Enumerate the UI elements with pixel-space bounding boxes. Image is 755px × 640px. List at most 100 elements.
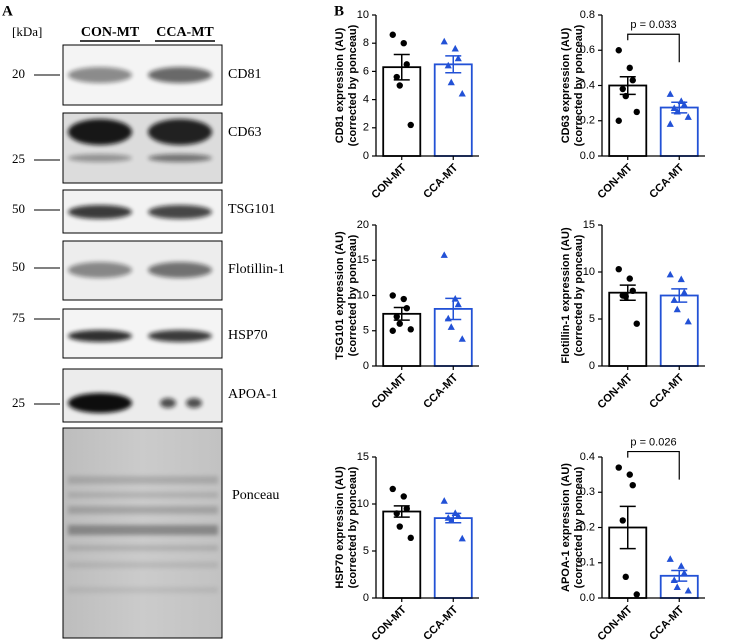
data-point	[454, 300, 462, 308]
panel-label: A	[2, 3, 13, 19]
blot-band	[68, 393, 132, 413]
x-tick-label: CON-MT	[369, 162, 409, 202]
data-point	[619, 85, 626, 93]
significance-bracket	[627, 450, 680, 480]
y-tick-label: 8	[363, 37, 369, 49]
x-tick-label: CCA-MT	[421, 604, 460, 640]
data-point	[680, 288, 688, 296]
data-point	[666, 120, 674, 127]
blot-band	[160, 398, 176, 408]
mw-label: 50	[12, 201, 25, 216]
x-tick-label: CON-MT	[595, 372, 635, 412]
y-tick-label: 15	[357, 254, 369, 266]
data-point	[440, 497, 448, 504]
data-point	[389, 31, 396, 38]
data-point	[615, 464, 622, 471]
y-tick-label: 0.6	[580, 44, 595, 56]
y-tick-label: 0.2	[580, 521, 595, 533]
blot-band	[148, 119, 212, 145]
blot-band	[68, 119, 132, 145]
y-tick-label: 10	[583, 266, 595, 278]
bar	[659, 294, 699, 367]
data-point	[629, 287, 636, 294]
ponceau-band	[68, 545, 218, 551]
data-point	[458, 89, 466, 97]
blot-band	[148, 262, 212, 278]
y-tick-label: 20	[357, 219, 369, 231]
data-point	[680, 569, 688, 576]
y-tick-label: 0.4	[580, 451, 595, 463]
y-tick-label: 10	[357, 289, 369, 301]
ponceau-band	[68, 506, 218, 514]
y-axis-label: (corrected by ponceau)	[347, 234, 359, 356]
mw-label: 75	[12, 310, 25, 325]
bar	[433, 63, 473, 157]
y-axis-label: Flotillin-1 expression (AU)	[560, 227, 572, 364]
protein-label: HSP70	[228, 328, 268, 343]
data-point	[629, 77, 636, 84]
protein-label: Ponceau	[232, 488, 279, 503]
data-point	[458, 534, 466, 542]
chart: HSP70 expression (AU) (corrected by ponce…	[334, 451, 479, 640]
y-tick-label: 0.0	[580, 592, 595, 604]
data-point	[677, 562, 685, 569]
y-tick-label: 0.1	[580, 557, 595, 569]
protein-label: APOA-1	[228, 387, 278, 402]
y-tick-label: 15	[583, 219, 595, 231]
data-point	[670, 576, 678, 583]
data-point	[633, 591, 640, 598]
y-axis-label: APOA-1 expression (AU)	[560, 463, 572, 592]
data-point	[403, 505, 410, 512]
y-tick-label: 0.8	[580, 9, 595, 21]
y-tick-label: 0.0	[580, 150, 595, 162]
blot-band	[148, 205, 212, 219]
data-point	[440, 37, 448, 45]
data-point	[670, 104, 678, 112]
protein-label: TSG101	[228, 202, 275, 217]
chart: Flotillin-1 expression (AU) (corrected by…	[560, 219, 705, 411]
y-tick-label: 0	[363, 150, 369, 162]
data-point	[393, 510, 400, 517]
blot-band	[186, 398, 202, 408]
p-value: p = 0.026	[630, 436, 676, 448]
data-point	[396, 523, 403, 530]
x-tick-label: CCA-MT	[647, 372, 686, 411]
data-point	[451, 44, 459, 52]
y-tick-label: 0.2	[580, 115, 595, 127]
y-axis-label: (corrected by ponceau)	[347, 466, 359, 588]
y-tick-label: 0.4	[580, 79, 595, 91]
data-point	[626, 64, 633, 72]
bar	[659, 106, 699, 157]
mw-label: 20	[12, 66, 25, 81]
blot-band	[68, 330, 132, 342]
data-point	[615, 265, 622, 273]
data-point	[673, 305, 681, 313]
chart: CD81 expression (AU) (corrected by poncea…	[334, 9, 479, 201]
y-tick-label: 5	[363, 545, 369, 557]
data-point	[444, 61, 452, 69]
data-point	[673, 107, 681, 115]
data-point	[403, 61, 410, 68]
y-axis-label: CD81 expression (AU)	[334, 27, 346, 143]
data-point	[666, 270, 674, 278]
y-tick-label: 0.3	[580, 486, 595, 498]
ponceau-band	[68, 492, 218, 498]
blot-band	[68, 67, 132, 83]
data-point	[666, 555, 674, 562]
data-point	[444, 314, 452, 322]
data-point	[626, 471, 633, 478]
data-point	[407, 121, 414, 129]
blot-band	[68, 262, 132, 278]
y-tick-label: 10	[357, 9, 369, 21]
bar	[382, 66, 422, 157]
x-tick-label: CCA-MT	[421, 372, 460, 411]
y-axis-label: CD63 expression (AU)	[560, 27, 572, 143]
data-point	[684, 113, 692, 120]
data-point	[680, 100, 688, 108]
data-point	[684, 586, 692, 594]
x-tick-label: CON-MT	[595, 604, 635, 640]
chart: APOA-1 expression (AU) (corrected by ponc…	[560, 436, 705, 640]
mw-label: 25	[12, 151, 25, 166]
data-point	[451, 295, 459, 302]
